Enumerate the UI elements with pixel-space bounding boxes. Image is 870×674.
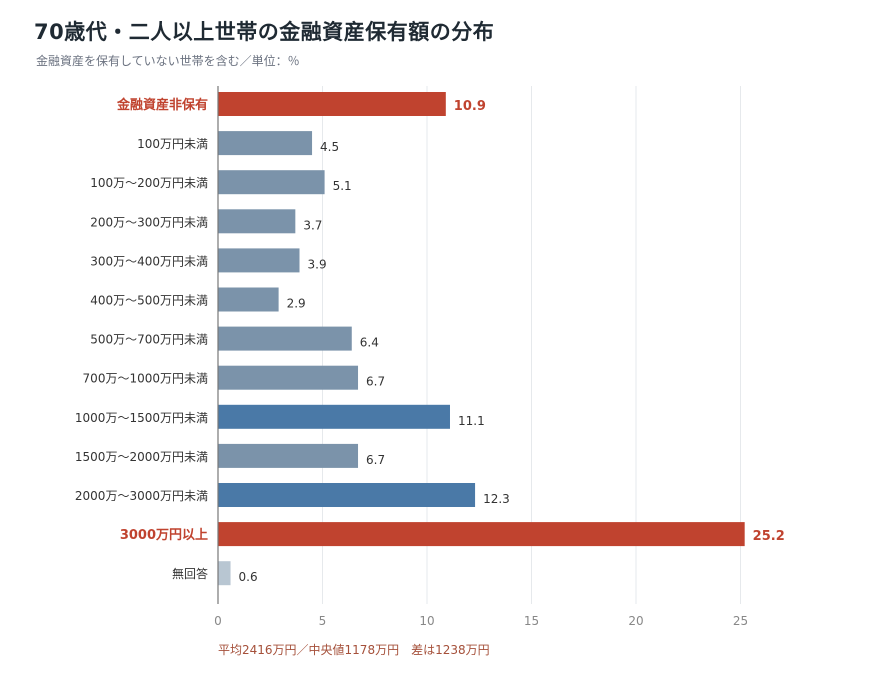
- bar: [218, 131, 313, 156]
- footnote: 平均2416万円／中央値1178万円 差は1238万円: [218, 643, 490, 657]
- bar: [218, 483, 476, 507]
- category-label: 金融資産非保有: [116, 97, 208, 113]
- x-tick-label: 10: [419, 614, 434, 628]
- value-label: 5.1: [333, 179, 352, 193]
- value-label: 12.3: [483, 492, 510, 506]
- category-label: 100万～200万円未満: [90, 176, 208, 190]
- category-label: 1500万～2000万円未満: [75, 450, 208, 464]
- category-labels: 金融資産非保有 100万円未満 100万～200万円未満 200万～300万円未満 30…: [75, 97, 208, 581]
- x-tick-label: 0: [214, 614, 222, 628]
- value-label: 0.6: [239, 570, 258, 584]
- value-label: 10.9: [454, 99, 486, 114]
- value-label: 25.2: [753, 529, 785, 544]
- bar: [218, 561, 231, 586]
- value-label: 6.7: [366, 453, 385, 467]
- bar: [218, 443, 359, 468]
- bar: [218, 92, 446, 116]
- category-label: 200万～300万円未満: [90, 215, 208, 229]
- category-label: 700万～1000万円未満: [83, 372, 208, 386]
- category-label: 1000万～1500万円未満: [75, 411, 208, 425]
- bar: [218, 365, 359, 390]
- category-label: 100万円未満: [137, 137, 208, 151]
- chart-subtitle: 金融資産を保有していない世帯を含む／単位：％: [36, 54, 300, 68]
- x-tick-label: 5: [319, 614, 327, 628]
- category-label: 300万～400万円未満: [90, 254, 208, 268]
- bar: [218, 287, 279, 312]
- x-tick-label: 25: [733, 614, 748, 628]
- bar: [218, 209, 296, 234]
- category-label: 3000万円以上: [120, 528, 208, 543]
- x-tick-label: 20: [628, 614, 643, 628]
- value-label: 6.7: [366, 375, 385, 389]
- category-label: 400万～500万円未満: [90, 294, 208, 308]
- x-tick-label: 15: [524, 614, 539, 628]
- value-label: 11.1: [458, 414, 485, 428]
- category-label: 無回答: [172, 566, 208, 581]
- value-label: 3.7: [303, 218, 322, 232]
- bar: [218, 170, 325, 195]
- category-label: 2000万～3000万円未満: [75, 489, 208, 503]
- bar: [218, 522, 745, 547]
- value-label: 4.5: [320, 140, 339, 154]
- bar: [218, 326, 352, 351]
- value-labels: 10.9 4.5 5.1 3.7 3.9 2.9 6.4 6.7 11.1 6.7 12.3 25.2…: [239, 99, 785, 584]
- bars: [218, 92, 745, 586]
- value-label: 2.9: [287, 297, 306, 311]
- bar: [218, 404, 450, 429]
- category-label: 500万～700万円未満: [90, 333, 208, 347]
- value-label: 3.9: [308, 257, 327, 271]
- value-label: 6.4: [360, 336, 379, 350]
- chart-title: 70歳代・二人以上世帯の金融資産保有額の分布: [34, 20, 495, 44]
- bar: [218, 248, 300, 273]
- x-axis-ticks: 0 5 10 15 20 25: [214, 614, 748, 628]
